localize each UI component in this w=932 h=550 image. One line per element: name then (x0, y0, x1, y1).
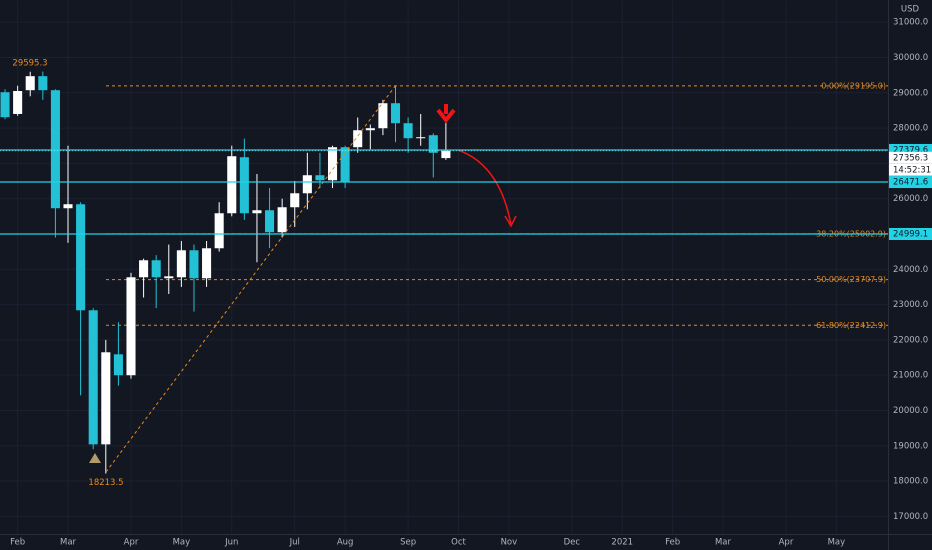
candle-body (113, 354, 123, 376)
x-tick-label: Mar (60, 538, 77, 548)
candle-body (25, 76, 35, 91)
last-price-tag (889, 151, 932, 164)
countdown-label: 14:52:31 (893, 165, 931, 175)
x-tick-label: Oct (451, 538, 466, 548)
x-tick-label: Mar (715, 538, 732, 548)
y-tick-label: 21000.0 (893, 371, 928, 381)
candle-body (403, 123, 413, 139)
candle-body (76, 204, 86, 311)
candle-body (101, 352, 111, 445)
y-tick-label: 22000.0 (893, 335, 928, 345)
y-tick-label: 18000.0 (893, 477, 928, 487)
candle-body (214, 213, 224, 249)
y-tick-label: 30000.0 (893, 53, 928, 63)
low-marker (89, 453, 101, 463)
candle-body (290, 193, 300, 208)
currency-label: USD (901, 5, 920, 15)
x-tick-label: May (828, 538, 846, 548)
x-tick-label: Aug (337, 538, 354, 548)
last-price-label: 27356.3 (893, 153, 928, 163)
candle-body (63, 204, 73, 209)
fib-label: 61.80%(22412.9) (816, 321, 886, 330)
candle-body (327, 147, 338, 181)
price-tag (889, 176, 932, 189)
x-tick-label: Jul (289, 538, 300, 548)
x-tick-label: Jun (224, 538, 238, 548)
price-tag-label: 24999.1 (893, 229, 928, 239)
candle-body (340, 147, 350, 183)
candle-body (302, 175, 312, 194)
fib-label: 0.00%(29195.0) (821, 81, 886, 90)
candle-body (315, 175, 325, 181)
y-tick-label: 26000.0 (893, 194, 928, 204)
candle-body (390, 103, 401, 124)
y-tick-label: 17000.0 (893, 512, 928, 522)
price-tag (889, 227, 932, 240)
candle-body (164, 276, 174, 279)
x-tick-label: Sep (400, 538, 416, 548)
price-tag-label: 26471.6 (893, 178, 928, 188)
y-tick-label: 28000.0 (893, 124, 928, 134)
candle-body (50, 90, 60, 209)
candle-body (428, 135, 438, 153)
candle-body (202, 248, 212, 279)
candle-body (416, 137, 426, 139)
candle-body (227, 156, 237, 214)
candle-body (151, 260, 161, 278)
y-tick-label: 20000.0 (893, 406, 928, 416)
y-tick-label: 24000.0 (893, 265, 928, 275)
fib-label: 50.00%(23707.9) (816, 275, 886, 284)
marks (0, 71, 451, 474)
price-annotation: 29595.3 (12, 58, 47, 68)
candle-body (252, 210, 262, 214)
x-tick-label: Nov (501, 538, 518, 548)
y-tick-label: 19000.0 (893, 441, 928, 451)
x-tick-label: Apr (779, 538, 794, 548)
projection-arrow (457, 149, 512, 226)
x-tick-label: Feb (665, 538, 680, 548)
x-tick-label: Apr (124, 538, 139, 548)
y-tick-label: 29000.0 (893, 88, 928, 98)
candle-body (0, 92, 10, 118)
countdown-tag (889, 163, 932, 176)
candle-body (189, 250, 199, 279)
price-annotation: 18213.5 (88, 478, 123, 488)
candle-body (365, 128, 375, 131)
candle-body (441, 150, 451, 159)
candle-body (126, 277, 136, 376)
candle-body (139, 260, 149, 278)
x-tick-label: Dec (564, 538, 581, 548)
candle-body (176, 250, 186, 278)
y-tick-label: 23000.0 (893, 300, 928, 310)
x-tick-label: Feb (10, 538, 25, 548)
candle-body (265, 210, 275, 233)
candle-body (13, 91, 23, 114)
candle-body (38, 76, 48, 91)
x-tick-label: 2021 (611, 538, 633, 548)
x-tick-label: May (173, 538, 191, 548)
down-arrow-head (436, 108, 456, 124)
candle-body (353, 130, 363, 148)
projection-arrow-head (504, 215, 517, 228)
candle-body (88, 310, 98, 445)
candle-body (277, 207, 287, 233)
price-tag-label: 27379.6 (893, 145, 928, 155)
y-tick-label: 31000.0 (893, 18, 928, 28)
candle-body (378, 103, 388, 129)
candle-body (239, 157, 249, 214)
